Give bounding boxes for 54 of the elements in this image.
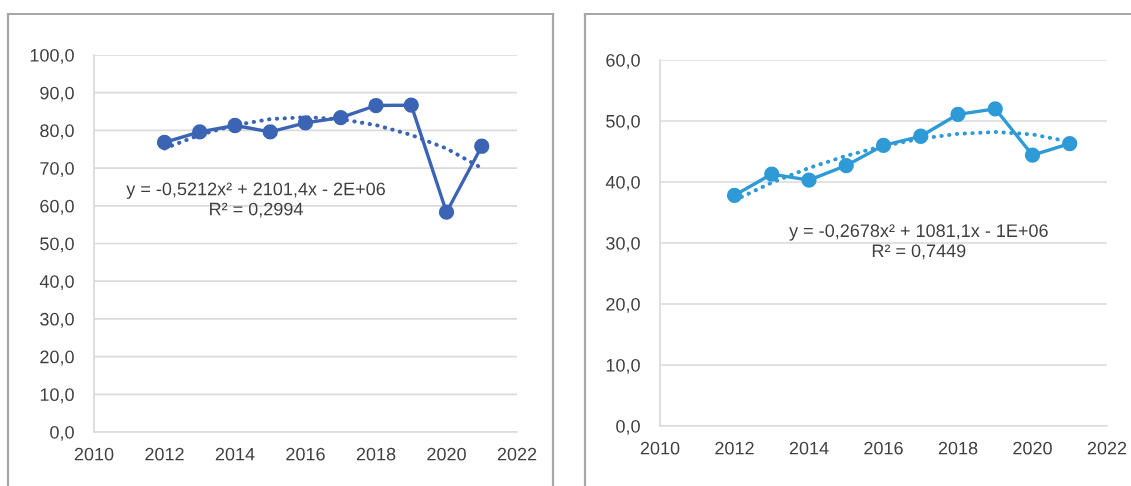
point [726,187,743,204]
x-tick-label: 2012 [715,441,754,455]
point [192,124,208,140]
point [1062,135,1078,152]
y-tick-label: 90,0 [40,86,74,102]
point [764,166,780,182]
y-tick-label: 30,0 [606,236,640,252]
point [262,124,278,140]
point [227,117,243,134]
point [156,134,173,151]
x-tick-label: 2022 [497,447,537,461]
x-tick-label: 2014 [215,447,255,461]
x-tick-label: 2012 [145,447,184,461]
y-tick-label: 0,0 [50,425,74,441]
y-tick-label: 80,0 [40,124,74,140]
x-tick-label: 2010 [74,447,114,461]
y-tick-label: 50,0 [40,237,74,253]
point [403,97,419,113]
y-tick-label: 10,0 [40,388,74,404]
point [1024,147,1041,163]
point [950,106,966,122]
y-tick-label: 20,0 [40,350,74,366]
y-tick-label: 40,0 [605,175,640,191]
x-tick-label: 2020 [427,447,466,461]
point [801,172,817,188]
x-tick-label: 2018 [938,441,978,455]
point [838,157,854,174]
point [297,115,314,131]
annotation: y = -0,2678x² + 1081,1x - 1E+06 R² = 0,7449 [789,224,1048,260]
point [333,109,349,126]
x-tick-label: 2014 [789,441,829,455]
point [987,101,1003,117]
point [438,204,455,220]
y-tick-label: 60,0 [606,53,640,69]
y-tick-label: 60,0 [40,199,74,215]
y-tick-label: 20,0 [606,297,640,313]
point [368,97,384,114]
annotation: y = -0,5212x² + 2101,4x - 2E+06 R² = 0,2994 [126,182,385,218]
y-tick-label: 10,0 [606,358,640,374]
x-tick-label: 2010 [640,441,680,455]
x-tick-label: 2016 [286,447,325,461]
y-tick-label: 100,0 [30,48,74,64]
y-tick-label: 40,0 [39,275,74,291]
x-tick-label: 2020 [1013,441,1052,455]
y-tick-label: 70,0 [40,162,74,177]
x-tick-label: 2018 [356,447,396,461]
y-tick-label: 50,0 [606,114,640,130]
point [474,138,490,154]
x-tick-label: 2016 [864,441,903,455]
point [875,137,892,154]
point [913,128,929,144]
y-tick-label: 30,0 [40,312,74,328]
y-tick-label: 0,0 [616,419,640,435]
x-tick-label: 2022 [1087,441,1127,455]
